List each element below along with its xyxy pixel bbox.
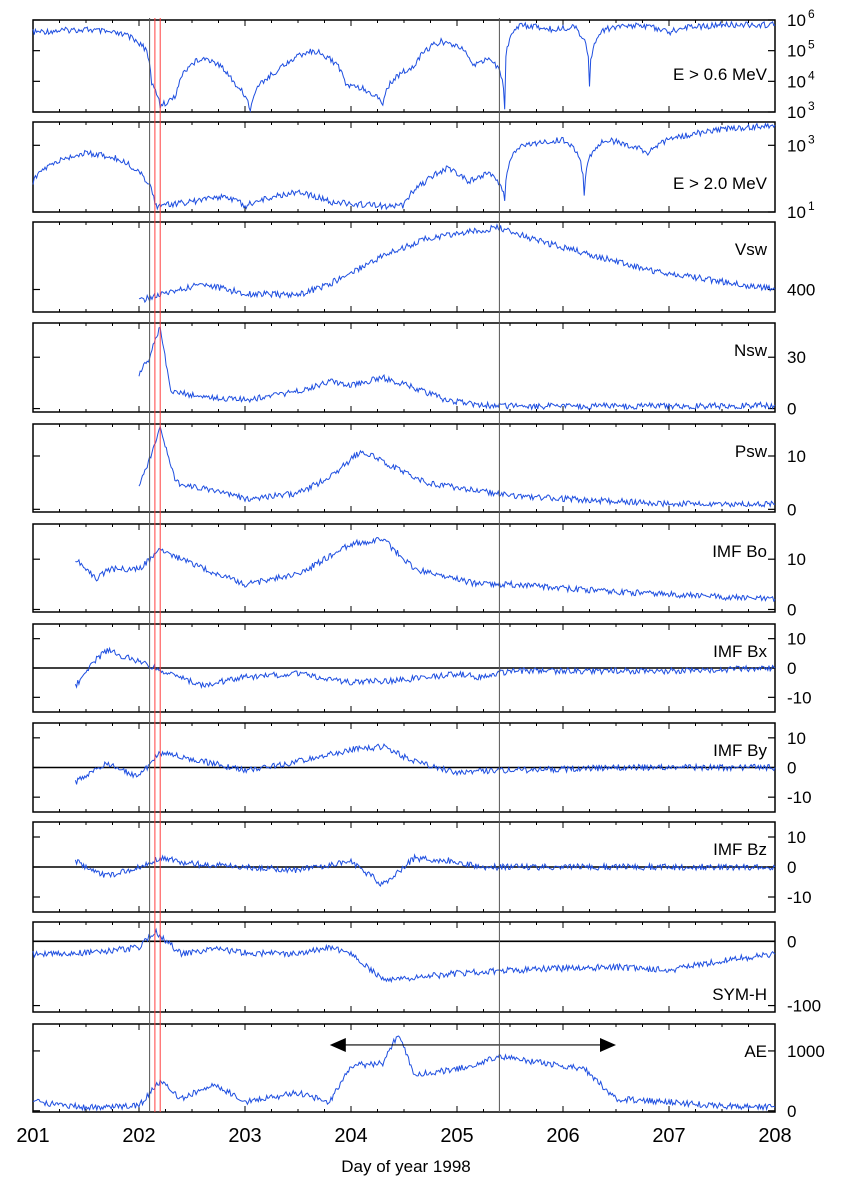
event-lines-group	[149, 18, 500, 1112]
x-axis: 201 202 203 204 205 206 207 208	[16, 1125, 791, 1147]
x-tick-label: 204	[334, 1125, 367, 1147]
y-tick-exponent: 6	[808, 7, 815, 21]
x-tick-label: 201	[16, 1125, 49, 1147]
y-tick-exponent: 5	[808, 38, 815, 52]
panel-frame	[32, 221, 776, 313]
x-tick-label: 206	[546, 1125, 579, 1147]
series-label: E > 2.0 MeV	[673, 174, 768, 193]
y-tick-exponent: 3	[808, 132, 815, 146]
series-trace	[32, 20, 776, 113]
panel-2: 400 Vsw	[32, 221, 815, 313]
arrow-head-left	[329, 1037, 346, 1052]
panel-8: 10 0 -10 IMF Bz	[32, 821, 812, 913]
series-label: IMF Bo	[712, 542, 767, 561]
x-tick-label: 208	[758, 1125, 791, 1147]
series-label: Psw	[735, 442, 768, 461]
series-trace	[74, 743, 776, 785]
y-tick-label: 10	[787, 11, 806, 30]
series-trace	[138, 223, 776, 304]
series-label: Nsw	[734, 341, 768, 360]
y-tick-label: 0	[787, 659, 796, 678]
y-tick-exponent: 3	[808, 99, 815, 113]
series-label: IMF Bz	[713, 840, 767, 859]
y-tick-exponent: 1	[808, 199, 815, 213]
panel-6: 10 0 -10 IMF Bx	[32, 623, 812, 713]
y-tick-label: 10	[787, 550, 806, 569]
y-tick-label: 10	[787, 42, 806, 61]
y-tick-label: 10	[787, 630, 806, 649]
y-tick-label: 0	[787, 500, 796, 519]
y-tick-label: 10	[787, 828, 806, 847]
x-axis-label: Day of year 1998	[341, 1157, 470, 1176]
y-tick-label: 1000	[787, 1042, 825, 1061]
arrow-head-right	[600, 1037, 616, 1052]
series-label: SYM-H	[712, 985, 767, 1004]
y-tick-label: 0	[787, 600, 796, 619]
series-trace	[138, 326, 776, 411]
y-tick-label: 30	[787, 348, 806, 367]
panel-10: 1000 0 AE	[32, 1023, 825, 1121]
y-tick-label: 10	[787, 136, 806, 155]
x-tick-label: 205	[440, 1125, 473, 1147]
y-tick-label: 0	[787, 932, 796, 951]
panel-frame	[32, 1023, 776, 1113]
y-tick-label: 10	[787, 447, 806, 466]
panel-3: 30 0 Nsw	[32, 322, 806, 419]
y-tick-label: 10	[787, 203, 806, 222]
panel-frame	[32, 523, 776, 613]
panel-7: 10 0 -10 IMF By	[32, 722, 812, 813]
panel-9: 0 -100 SYM-H	[32, 921, 821, 1016]
y-tick-label: 0	[787, 759, 796, 778]
series-label: E > 0.6 MeV	[673, 65, 768, 84]
panel-frame	[32, 322, 776, 413]
x-tick-label: 203	[228, 1125, 261, 1147]
panel-frame	[32, 921, 776, 1013]
y-tick-label: -10	[787, 688, 812, 707]
y-tick-label: -100	[787, 997, 821, 1016]
x-tick-label: 207	[652, 1125, 685, 1147]
series-trace	[138, 424, 776, 508]
y-tick-exponent: 4	[808, 68, 815, 82]
y-tick-label: 0	[787, 858, 796, 877]
panel-frame	[32, 19, 776, 113]
panel-frame	[32, 121, 776, 213]
y-tick-label: 0	[787, 400, 796, 419]
series-trace	[32, 927, 776, 984]
y-tick-label: 400	[787, 281, 815, 300]
series-trace	[74, 646, 776, 689]
x-tick-label: 202	[122, 1125, 155, 1147]
series-trace	[75, 536, 776, 603]
y-tick-label: -10	[787, 888, 812, 907]
panel-5: 10 0 IMF Bo	[32, 523, 806, 619]
series-trace	[32, 122, 776, 211]
panel-1: 10 310 1E > 2.0 MeV	[32, 121, 815, 222]
panel-frame	[32, 423, 776, 513]
series-label: IMF By	[713, 741, 767, 760]
y-tick-label: 10	[787, 103, 806, 122]
series-trace	[74, 853, 776, 887]
series-label: IMF Bx	[713, 642, 767, 661]
y-tick-label: -10	[787, 788, 812, 807]
series-label: AE	[744, 1042, 767, 1061]
y-tick-label: 0	[787, 1102, 796, 1121]
series-label: Vsw	[735, 240, 768, 259]
y-tick-label: 10	[787, 72, 806, 91]
series-trace	[32, 1035, 776, 1112]
y-tick-label: 10	[787, 729, 806, 748]
panel-4: 10 0 Psw	[32, 423, 806, 519]
